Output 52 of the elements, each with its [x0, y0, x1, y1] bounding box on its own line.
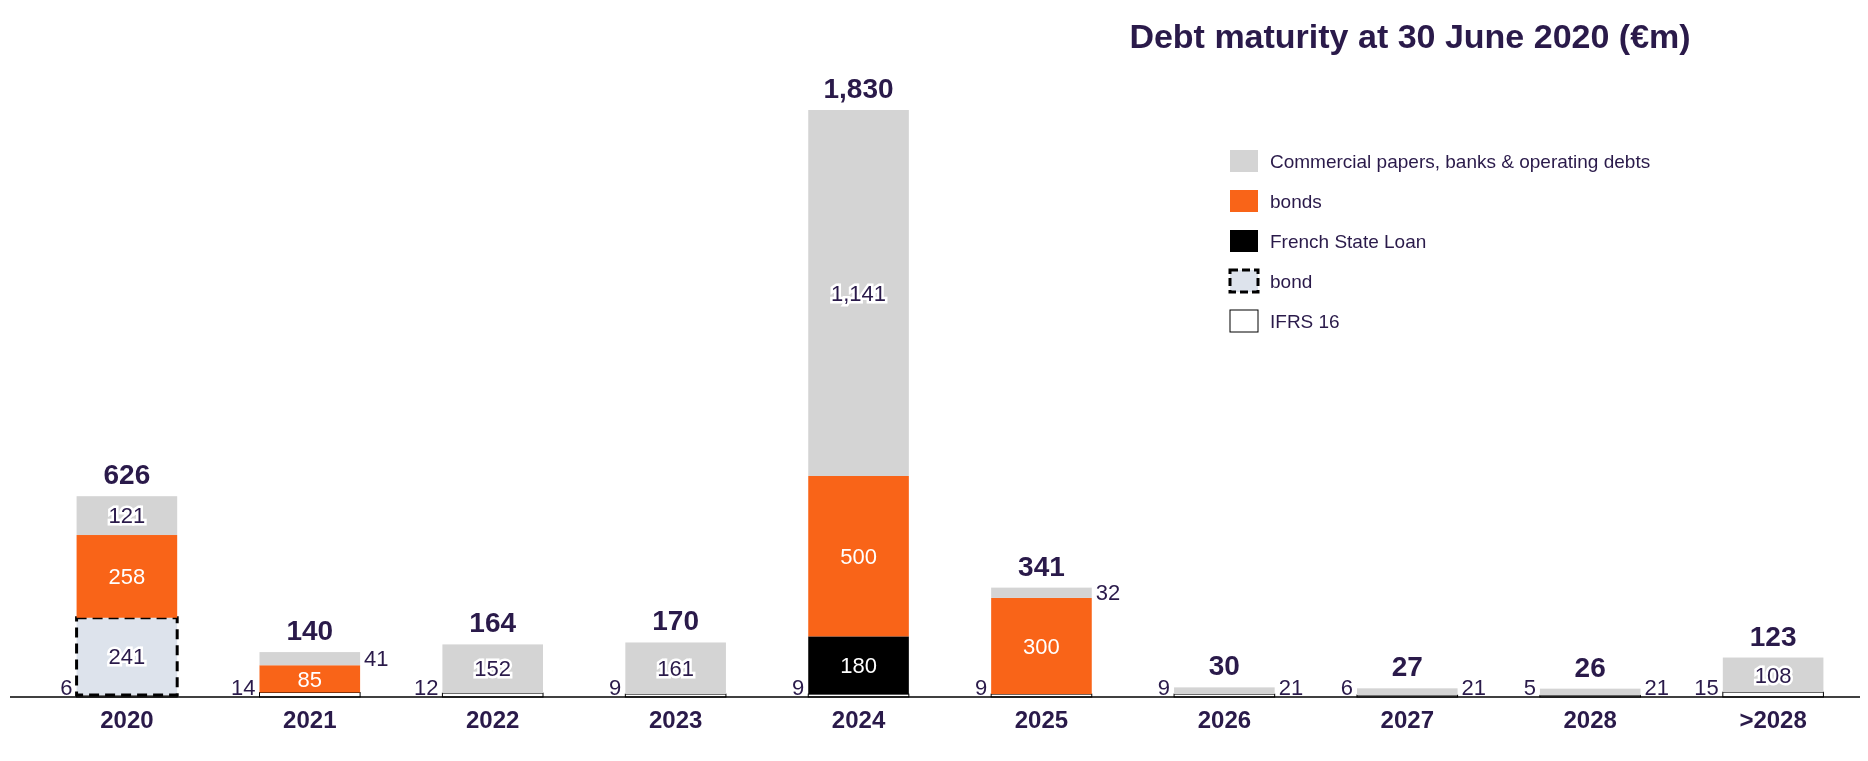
- x-tick-label: 2028: [1563, 706, 1617, 734]
- x-tick-label: 2023: [648, 706, 703, 734]
- x-tick-label: 2022: [466, 706, 520, 734]
- chart-title: Debt maturity at 30 June 2020 (€m): [1129, 17, 1691, 55]
- data-label: 6: [60, 674, 73, 700]
- data-label: 21: [1278, 674, 1304, 700]
- data-label: 6: [1340, 674, 1353, 700]
- data-label: 180: [840, 652, 877, 678]
- data-label: 121: [108, 503, 146, 529]
- data-label: 9: [609, 674, 622, 700]
- data-label: 9: [974, 674, 988, 700]
- x-tick-label: >2028: [1739, 706, 1807, 734]
- total-label: 123: [1749, 620, 1797, 652]
- data-label: 500: [840, 543, 877, 569]
- data-label: 152: [474, 656, 512, 682]
- x-tick-label: 2021: [283, 706, 337, 734]
- data-label: 5: [1523, 674, 1536, 700]
- x-tick-label: 2027: [1380, 706, 1434, 734]
- data-label: 32: [1095, 580, 1121, 606]
- data-label: 14: [231, 674, 256, 700]
- data-label: 9: [1157, 674, 1171, 700]
- data-label: 12: [413, 674, 439, 700]
- data-label: 258: [108, 564, 146, 590]
- data-label: 21: [1644, 674, 1669, 700]
- legend-label: Commercial papers, banks & operating debts: [1270, 150, 1651, 172]
- legend-label: bond: [1270, 270, 1313, 292]
- data-label: 85: [297, 666, 323, 692]
- total-label: 341: [1018, 550, 1065, 582]
- data-label: 108: [1754, 662, 1792, 688]
- data-label: 1,141: [831, 280, 887, 306]
- x-tick-label: 2026: [1197, 706, 1252, 734]
- total-label: 626: [103, 459, 151, 491]
- x-tick-label: 2024: [831, 706, 886, 734]
- total-label: 164: [469, 607, 517, 639]
- data-label: 41: [364, 646, 389, 672]
- legend-label: French State Loan: [1270, 230, 1427, 252]
- data-label: 15: [1694, 674, 1719, 700]
- total-label: 30: [1208, 650, 1240, 682]
- legend-label: bonds: [1270, 190, 1322, 212]
- data-label: 300: [1023, 633, 1060, 659]
- data-label: 9: [791, 674, 805, 700]
- total-label: 1,830: [823, 73, 894, 104]
- total-label: 170: [652, 605, 699, 637]
- total-label: 27: [1391, 651, 1423, 683]
- total-label: 140: [286, 615, 334, 647]
- total-label: 26: [1574, 651, 1606, 683]
- x-tick-label: 2025: [1014, 706, 1069, 734]
- data-label: 21: [1461, 674, 1487, 700]
- legend-label: IFRS 16: [1270, 310, 1340, 332]
- x-tick-label: 2020: [100, 706, 154, 734]
- data-label: 161: [657, 655, 694, 681]
- data-label: 241: [108, 644, 146, 670]
